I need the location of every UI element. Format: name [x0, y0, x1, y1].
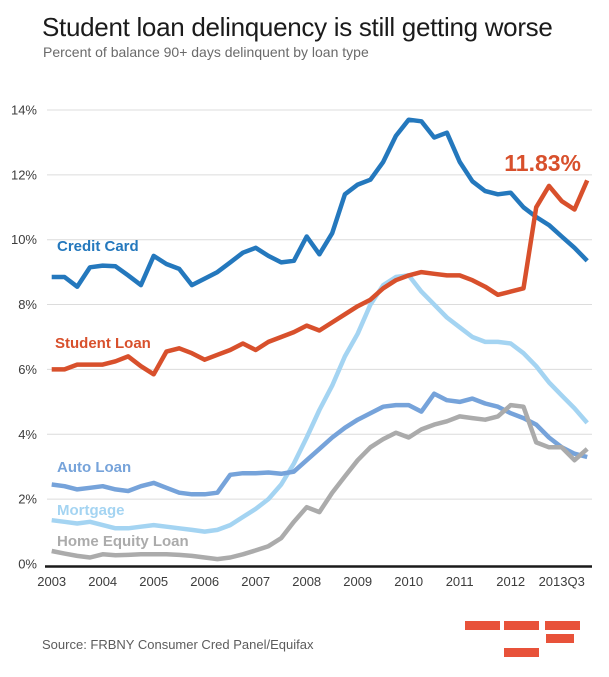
x-tick-label: 2004 [88, 574, 117, 589]
x-tick-label: 2011 [446, 574, 474, 589]
y-tick-label: 6% [18, 362, 37, 377]
logo-bar [504, 621, 539, 630]
x-tick-label: 2007 [241, 574, 270, 589]
series-line-credit_card [51, 117, 589, 289]
series-label-home_equity: Home Equity Loan [57, 533, 189, 550]
y-tick-label: 14% [11, 102, 37, 117]
series-line-mortgage [51, 273, 589, 534]
x-tick-label: 2010 [394, 574, 423, 589]
series-label-mortgage: Mortgage [57, 502, 125, 519]
x-tick-label: 2008 [292, 574, 321, 589]
series-label-credit_card: Credit Card [57, 238, 139, 255]
y-tick-label: 8% [18, 297, 37, 312]
y-tick-label: 4% [18, 427, 37, 442]
series-line-home_equity [51, 402, 589, 562]
y-tick-label: 12% [11, 167, 37, 182]
series-line-student_loan [51, 179, 590, 377]
logo-bar [465, 621, 500, 630]
series-label-auto_loan: Auto Loan [57, 459, 131, 476]
x-tick-label: 2003 [37, 574, 66, 589]
page-subtitle: Percent of balance 90+ days delinquent b… [43, 44, 369, 60]
logo-bar [545, 621, 580, 630]
x-tick-label: 2005 [139, 574, 168, 589]
delinquency-line-chart: 0% 2% 4% 6% 8% 10% 12% 14% 2003 2004 2005 2006 2007 2… [11, 102, 592, 589]
series-label-student_loan: Student Loan [55, 335, 151, 352]
y-tick-label: 10% [11, 232, 37, 247]
brand-logo [465, 621, 581, 658]
source-note: Source: FRBNY Consumer Cred Panel/Equifa… [42, 637, 314, 652]
logo-bar [504, 648, 539, 657]
y-tick-label: 2% [18, 492, 37, 507]
logo-bar [546, 634, 574, 643]
annotation-latest-value: 11.83% [504, 150, 581, 176]
x-tick-label: 2012 [496, 574, 525, 589]
y-tick-label: 0% [18, 557, 37, 572]
x-tick-label: 2006 [190, 574, 219, 589]
x-tick-label: 2013Q3 [539, 574, 585, 589]
x-tick-label: 2009 [343, 574, 372, 589]
series-line-auto_loan [51, 391, 588, 497]
page-title: Student loan delinquency is still gettin… [42, 12, 553, 42]
